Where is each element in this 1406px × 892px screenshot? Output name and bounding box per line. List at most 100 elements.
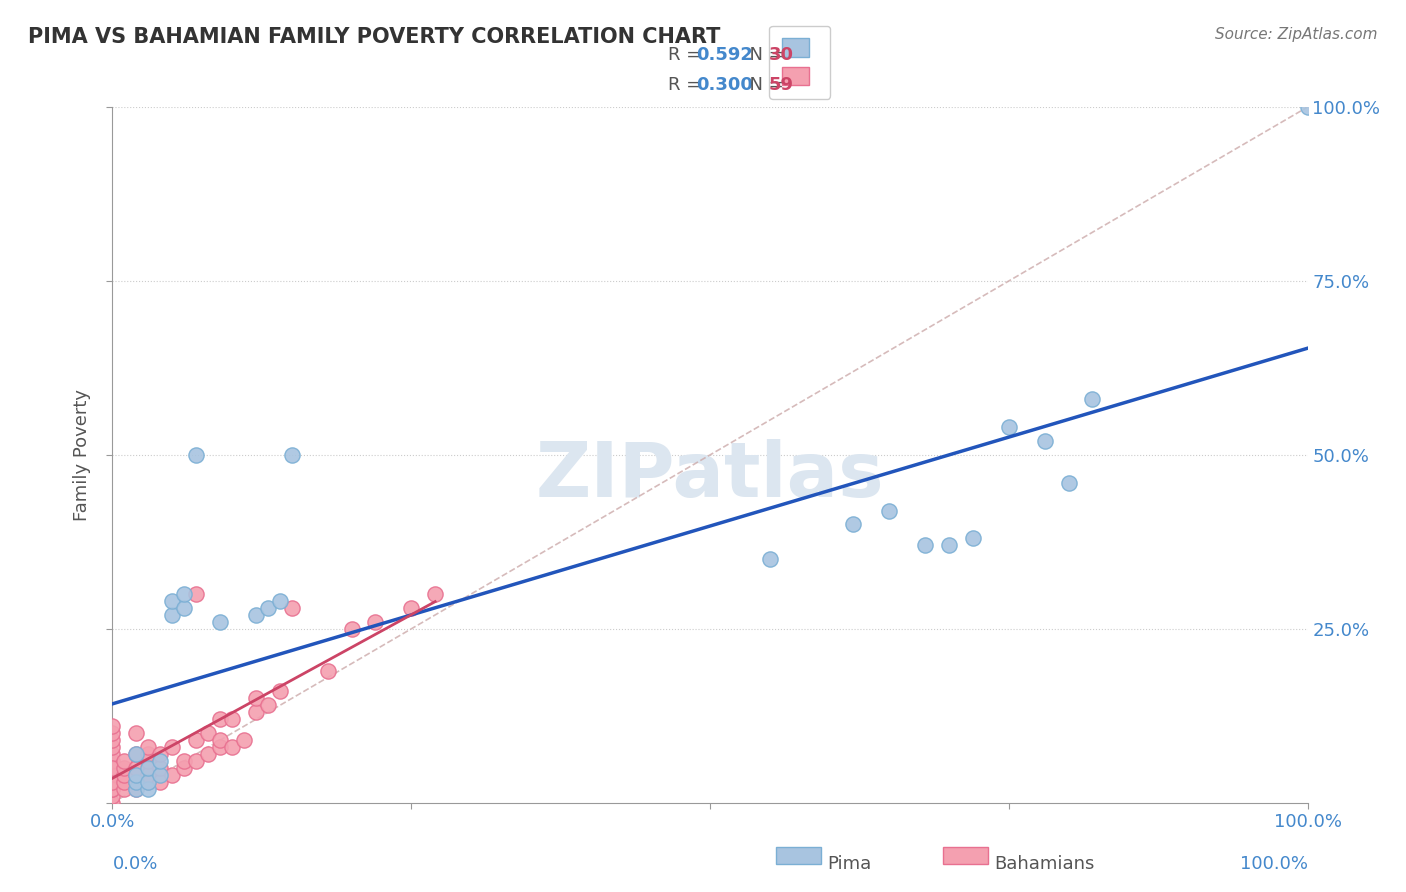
Point	[340, 622, 363, 636]
Point	[101, 740, 124, 755]
Point	[209, 712, 232, 726]
Point	[962, 532, 984, 546]
Point	[1033, 434, 1056, 448]
Point	[1081, 392, 1104, 407]
Point	[221, 740, 243, 755]
Point	[281, 601, 304, 615]
Point	[149, 754, 172, 768]
Point	[138, 781, 160, 796]
Point	[125, 781, 148, 796]
Point	[138, 747, 160, 761]
Text: Source: ZipAtlas.com: Source: ZipAtlas.com	[1215, 27, 1378, 42]
Point	[101, 796, 124, 810]
Point	[998, 420, 1021, 434]
Point	[316, 664, 339, 678]
Point	[125, 775, 148, 789]
Point	[162, 740, 183, 755]
Point	[245, 691, 267, 706]
Point	[186, 733, 208, 747]
Legend: , : ,	[769, 26, 831, 99]
Text: R =: R =	[668, 76, 707, 94]
Point	[101, 726, 124, 740]
Point	[173, 754, 195, 768]
Text: PIMA VS BAHAMIAN FAMILY POVERTY CORRELATION CHART: PIMA VS BAHAMIAN FAMILY POVERTY CORRELAT…	[28, 27, 720, 46]
Text: N =: N =	[738, 76, 790, 94]
Point	[914, 538, 936, 552]
Point	[162, 768, 183, 782]
Point	[101, 761, 124, 775]
Point	[269, 684, 291, 698]
Point	[101, 775, 124, 789]
Point	[101, 754, 124, 768]
Point	[257, 698, 280, 713]
Point	[138, 740, 160, 755]
Point	[1057, 475, 1080, 490]
Point	[101, 719, 124, 733]
Point	[162, 607, 183, 622]
Text: 59: 59	[769, 76, 794, 94]
Point	[125, 775, 148, 789]
Point	[114, 775, 135, 789]
Point	[425, 587, 447, 601]
Point	[173, 761, 195, 775]
Point	[138, 775, 160, 789]
Point	[101, 747, 124, 761]
Point	[101, 761, 124, 775]
Point	[101, 775, 124, 789]
Point	[114, 754, 135, 768]
Point	[173, 601, 195, 615]
Point	[114, 761, 135, 775]
Point	[149, 761, 172, 775]
Text: 0.592: 0.592	[696, 46, 752, 64]
Text: Bahamians: Bahamians	[994, 855, 1095, 873]
Y-axis label: Family Poverty: Family Poverty	[73, 389, 91, 521]
Point	[173, 587, 195, 601]
Point	[233, 733, 256, 747]
Point	[197, 726, 219, 740]
Point	[125, 768, 148, 782]
Point	[138, 775, 160, 789]
Point	[125, 726, 148, 740]
Point	[138, 754, 160, 768]
Point	[125, 781, 148, 796]
Text: 0.0%: 0.0%	[112, 855, 157, 873]
Point	[759, 552, 782, 566]
Point	[125, 747, 148, 761]
Point	[209, 733, 232, 747]
Point	[101, 768, 124, 782]
Text: N =: N =	[738, 46, 790, 64]
Text: 100.0%: 100.0%	[1240, 855, 1308, 873]
Text: R =: R =	[668, 46, 707, 64]
FancyBboxPatch shape	[776, 847, 821, 864]
Point	[101, 733, 124, 747]
Point	[101, 781, 124, 796]
Point	[1296, 100, 1319, 114]
Point	[281, 448, 304, 462]
Text: Pima: Pima	[827, 855, 872, 873]
Point	[114, 781, 135, 796]
Point	[245, 706, 267, 720]
Point	[149, 775, 172, 789]
Point	[125, 761, 148, 775]
Text: 30: 30	[769, 46, 794, 64]
FancyBboxPatch shape	[943, 847, 988, 864]
Point	[114, 768, 135, 782]
Point	[938, 538, 960, 552]
Point	[401, 601, 423, 615]
Point	[138, 768, 160, 782]
Point	[186, 754, 208, 768]
Point	[125, 747, 148, 761]
Point	[221, 712, 243, 726]
Point	[257, 601, 280, 615]
Text: ZIPatlas: ZIPatlas	[536, 439, 884, 513]
Point	[269, 594, 291, 608]
Point	[149, 768, 172, 782]
Point	[209, 615, 232, 629]
Point	[125, 768, 148, 782]
Point	[162, 594, 183, 608]
Point	[364, 615, 387, 629]
Text: 0.300: 0.300	[696, 76, 752, 94]
Point	[209, 740, 232, 755]
Point	[245, 607, 267, 622]
Point	[138, 761, 160, 775]
